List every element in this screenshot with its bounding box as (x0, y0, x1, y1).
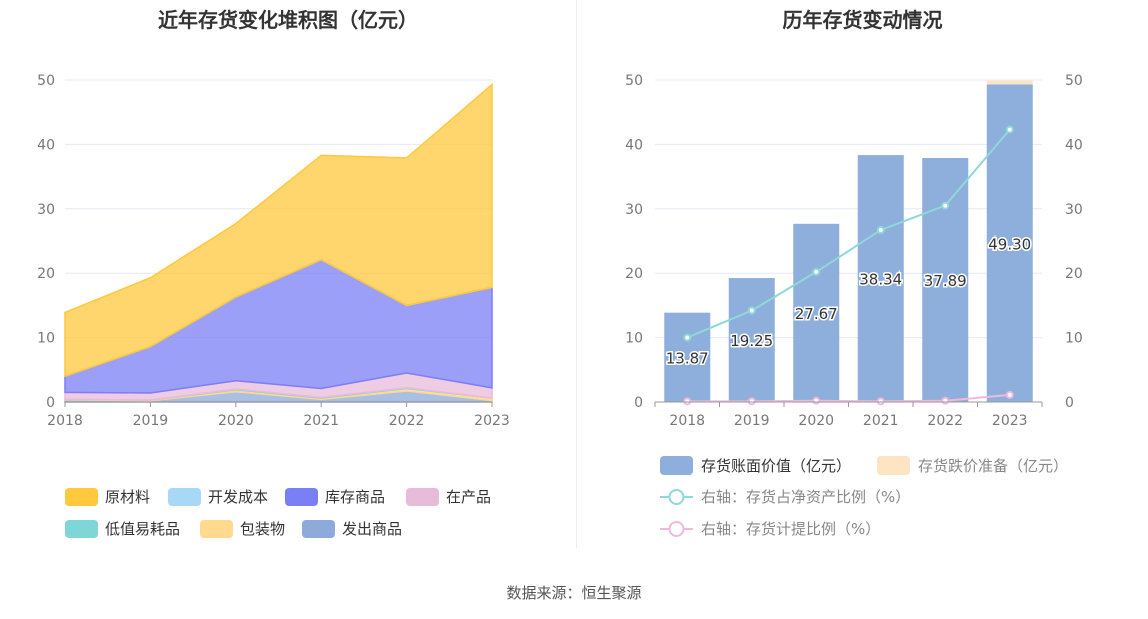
legend-label: 原材料 (105, 488, 150, 506)
legend-item-库存商品: 库存商品 (285, 488, 385, 506)
legend-label: 发出商品 (342, 520, 402, 538)
bar-value-label: 27.67 (795, 305, 838, 323)
legend-item-发出商品: 发出商品 (302, 520, 402, 538)
y-tick-label: 0 (46, 395, 55, 411)
legend-swatch (660, 456, 693, 475)
y-tick-label: 10 (625, 331, 643, 347)
legend-item-line-1: 右轴：存货占净资产比例（%） (660, 488, 910, 506)
stacked-area-chart: 0 10 20 30 40 50 2018 2019 2020 2021 2022 2023 原材料 开发… (37, 73, 510, 538)
bar-book-value (857, 155, 904, 402)
legend-marker (668, 521, 685, 537)
x-tick-label: 2023 (474, 413, 510, 429)
line-point (683, 333, 692, 342)
legend-label: 存货账面价值（亿元） (701, 457, 851, 475)
line-point (941, 201, 950, 210)
line-point (812, 396, 821, 405)
bar-book-value (922, 157, 969, 402)
bar-value-label: 37.89 (924, 272, 967, 290)
line-point (1005, 125, 1014, 134)
legend-item-开发成本: 开发成本 (168, 488, 268, 506)
legend-item-原材料: 原材料 (65, 488, 150, 506)
legend-item-在产品: 在产品 (406, 488, 491, 506)
bar-book-value (728, 278, 775, 402)
data-source: 数据来源：恒生聚源 (506, 584, 642, 602)
legend-swatch (200, 520, 233, 538)
inventory-bar-chart: 0 10 20 30 40 50 0 10 20 30 40 50 13.87 19.25 27.67 38.… (625, 73, 1083, 538)
y-tick-label: 20 (37, 266, 55, 282)
inventory-bar-chart-panel: 历年存货变动情况 0 10 20 30 40 50 0 10 20 30 40 50 13.87 19.2… (577, 0, 1148, 560)
left-chart-title: 近年存货变化堆积图（亿元） (158, 8, 418, 32)
x-tick-label: 2022 (389, 413, 425, 429)
legend-item-line-2: 右轴：存货计提比例（%） (660, 520, 880, 538)
legend-item-provision: 存货跌价准备（亿元） (877, 456, 1068, 475)
y-tick-label: 10 (37, 331, 55, 347)
x-tick-label: 2018 (47, 413, 83, 429)
y-tick-label: 40 (625, 137, 643, 153)
y-tick-label: 30 (625, 202, 643, 218)
y2-tick-label: 10 (1065, 331, 1083, 347)
y-tick-label: 50 (625, 73, 643, 89)
legend-swatch (877, 456, 910, 475)
y-tick-label: 50 (37, 73, 55, 89)
y2-tick-label: 40 (1065, 137, 1083, 153)
legend-swatch (302, 520, 335, 538)
legend-label: 存货跌价准备（亿元） (918, 457, 1068, 475)
x-tick-label: 2020 (798, 413, 834, 429)
bar-book-value (664, 312, 711, 402)
x-tick-label: 2019 (133, 413, 169, 429)
line-point (812, 267, 821, 276)
y-tick-label: 30 (37, 202, 55, 218)
line-point (941, 396, 950, 405)
legend-item-book-value: 存货账面价值（亿元） (660, 456, 851, 475)
legend-label: 开发成本 (208, 488, 268, 506)
line-series-右轴：存货计提比例（%） (687, 393, 1010, 403)
line-point (747, 397, 756, 406)
x-tick-label: 2022 (927, 413, 963, 429)
legend-item-低值易耗品: 低值易耗品 (65, 520, 180, 538)
line-point (1005, 390, 1014, 399)
y2-tick-label: 20 (1065, 266, 1083, 282)
legend-swatch (285, 488, 318, 506)
x-tick-label: 2021 (863, 413, 899, 429)
bar-value-label: 13.87 (666, 349, 709, 367)
x-tick-label: 2023 (992, 413, 1028, 429)
y-tick-label: 20 (625, 266, 643, 282)
stacked-area-chart-panel: 近年存货变化堆积图（亿元） 0 10 20 30 40 50 2018 2019 2020 202… (0, 0, 576, 560)
legend-label: 右轴：存货占净资产比例（%） (701, 488, 910, 506)
panel-divider (576, 0, 577, 548)
legend-label: 库存商品 (325, 488, 385, 506)
legend-swatch (65, 488, 98, 506)
line-point (876, 226, 885, 235)
y-tick-label: 40 (37, 137, 55, 153)
bar-provision (986, 80, 1033, 85)
bar-value-label: 49.30 (988, 235, 1031, 253)
legend-label: 在产品 (446, 488, 491, 506)
y2-tick-label: 0 (1065, 395, 1074, 411)
x-tick-label: 2019 (734, 413, 770, 429)
legend-swatch (65, 520, 98, 538)
right-chart-title: 历年存货变动情况 (782, 8, 943, 32)
legend-label: 低值易耗品 (105, 520, 180, 538)
legend-marker (668, 489, 685, 505)
x-tick-label: 2021 (303, 413, 339, 429)
area-series-原材料 (64, 82, 493, 378)
x-tick-label: 2018 (669, 413, 705, 429)
line-point (683, 397, 692, 406)
bar-book-value (986, 84, 1033, 403)
legend-item-包装物: 包装物 (200, 520, 285, 538)
legend-label: 右轴：存货计提比例（%） (701, 520, 880, 538)
legend-swatch (406, 488, 439, 506)
legend-label: 包装物 (240, 520, 285, 538)
line-series-右轴：存货占净资产比例（%） (686, 128, 1011, 339)
bar-book-value (793, 223, 840, 402)
line-point (876, 397, 885, 406)
bar-value-label: 38.34 (859, 271, 902, 289)
y2-tick-label: 30 (1065, 202, 1083, 218)
y-tick-label: 0 (634, 395, 643, 411)
x-tick-label: 2020 (218, 413, 254, 429)
line-point (747, 306, 756, 315)
y2-tick-label: 50 (1065, 73, 1083, 89)
legend-swatch (168, 488, 201, 506)
bar-value-label: 19.25 (730, 332, 773, 350)
